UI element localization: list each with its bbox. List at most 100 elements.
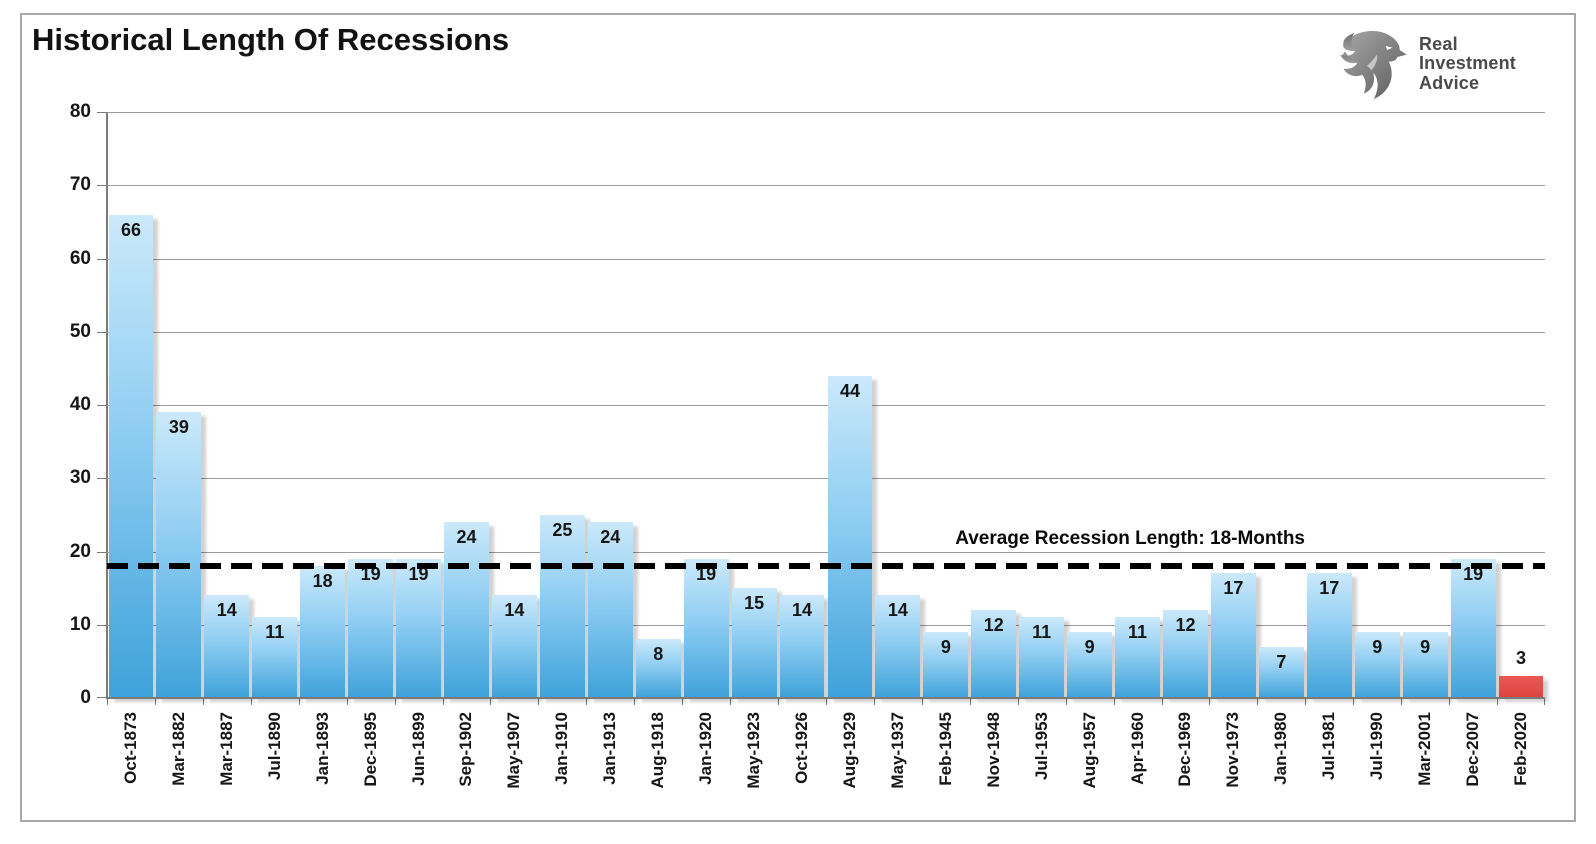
bar bbox=[923, 632, 969, 698]
x-axis-tick bbox=[1401, 698, 1403, 705]
bar-slot: 44 bbox=[826, 112, 874, 698]
y-gridline bbox=[107, 551, 1545, 553]
bar-slot: 25 bbox=[538, 112, 586, 698]
x-tick-label-text: Apr-1960 bbox=[1127, 712, 1147, 785]
bar bbox=[1258, 646, 1304, 698]
x-tick-label: Jun-1899 bbox=[395, 712, 443, 820]
bar bbox=[827, 375, 873, 698]
x-tick-label-text: Jan-1910 bbox=[552, 712, 572, 785]
bar-value-label: 14 bbox=[887, 600, 908, 621]
bar-slot: 24 bbox=[586, 112, 634, 698]
bar-value-label: 9 bbox=[1420, 637, 1431, 658]
x-tick-label: Mar-1887 bbox=[203, 712, 251, 820]
x-tick-label-text: Jan-1913 bbox=[600, 712, 620, 785]
bar bbox=[635, 639, 681, 698]
x-tick-label: Jan-1913 bbox=[586, 712, 634, 820]
bar bbox=[491, 595, 537, 698]
bar bbox=[971, 610, 1017, 698]
y-tick-label: 60 bbox=[69, 247, 91, 269]
x-tick-label-text: Jan-1893 bbox=[312, 712, 332, 785]
bar bbox=[539, 514, 585, 698]
x-tick-label: Apr-1960 bbox=[1114, 712, 1162, 820]
bar bbox=[1067, 632, 1113, 698]
bar bbox=[1019, 617, 1065, 698]
x-tick-label: Feb-1945 bbox=[922, 712, 970, 820]
x-tick-label: Jan-1893 bbox=[299, 712, 347, 820]
bar-value-label: 8 bbox=[653, 644, 664, 665]
x-tick-label-text: Dec-1895 bbox=[360, 712, 380, 787]
x-tick-label-text: Oct-1873 bbox=[120, 712, 140, 784]
bar bbox=[108, 214, 154, 698]
x-tick-label: Nov-1948 bbox=[970, 712, 1018, 820]
x-tick-label-text: Feb-2020 bbox=[1511, 712, 1531, 786]
x-tick-label: Jan-1910 bbox=[538, 712, 586, 820]
y-axis-tick bbox=[97, 258, 107, 260]
x-axis-tick bbox=[1544, 698, 1545, 705]
x-tick-label-text: Jan-1920 bbox=[696, 712, 716, 785]
y-axis-tick bbox=[97, 331, 107, 333]
bar-value-label: 7 bbox=[1276, 651, 1287, 672]
x-axis-tick bbox=[586, 698, 588, 705]
bar bbox=[1210, 573, 1256, 698]
x-axis-tick bbox=[1353, 698, 1355, 705]
average-line-label: Average Recession Length: 18-Months bbox=[955, 527, 1305, 549]
bar bbox=[731, 588, 777, 698]
x-tick-label-text: Jul-1981 bbox=[1319, 712, 1339, 781]
y-axis-tick bbox=[97, 697, 107, 698]
bar-slot: 12 bbox=[1162, 112, 1210, 698]
x-tick-label-text: Sep-1902 bbox=[456, 712, 476, 787]
x-axis-tick bbox=[298, 698, 300, 705]
x-tick-label: Sep-1902 bbox=[443, 712, 491, 820]
bar-value-label: 9 bbox=[940, 637, 951, 658]
x-tick-label-text: Aug-1918 bbox=[648, 712, 668, 789]
x-axis-tick bbox=[969, 698, 971, 705]
bar-slot: 17 bbox=[1305, 112, 1353, 698]
x-axis-tick bbox=[778, 698, 780, 705]
bar-slot: 24 bbox=[443, 112, 491, 698]
x-tick-label: May-1937 bbox=[874, 712, 922, 820]
x-axis-tick bbox=[1257, 698, 1259, 705]
bar-slot: 18 bbox=[299, 112, 347, 698]
x-axis-tick bbox=[394, 698, 396, 705]
x-tick-label-text: Jul-1890 bbox=[264, 712, 284, 781]
bar-value-label: 11 bbox=[265, 622, 285, 643]
bar-slot: 11 bbox=[251, 112, 299, 698]
bar-value-label: 25 bbox=[552, 519, 573, 540]
bar-slot: 15 bbox=[730, 112, 778, 698]
x-tick-label: Oct-1873 bbox=[107, 712, 155, 820]
x-tick-label: Aug-1918 bbox=[634, 712, 682, 820]
bar-value-label: 9 bbox=[1372, 637, 1383, 658]
y-tick-label: 40 bbox=[69, 394, 91, 415]
bar-value-label: 12 bbox=[983, 615, 1004, 636]
bar-slot: 19 bbox=[347, 112, 395, 698]
y-gridline bbox=[107, 258, 1545, 260]
bar-slot: 14 bbox=[203, 112, 251, 698]
bar bbox=[587, 522, 633, 698]
y-tick-label: 80 bbox=[69, 101, 91, 122]
x-tick-label: Dec-1895 bbox=[347, 712, 395, 820]
bar-slot: 9 bbox=[1401, 112, 1449, 698]
bar-value-label: 44 bbox=[839, 380, 860, 401]
x-axis-tick bbox=[250, 698, 252, 705]
x-tick-label-text: Nov-1948 bbox=[983, 712, 1003, 788]
x-axis-tick bbox=[1161, 698, 1163, 705]
x-axis-tick bbox=[442, 698, 444, 705]
bar-value-label: 11 bbox=[1128, 622, 1148, 643]
x-tick-label: Jan-1920 bbox=[682, 712, 730, 820]
x-tick-label: Jul-1981 bbox=[1305, 712, 1353, 820]
bar bbox=[1450, 558, 1496, 698]
y-axis-tick bbox=[97, 478, 107, 480]
x-tick-label-text: May-1907 bbox=[504, 712, 524, 789]
x-tick-label: Jan-1980 bbox=[1257, 712, 1305, 820]
y-axis-tick bbox=[97, 551, 107, 553]
y-gridline bbox=[107, 331, 1545, 333]
x-tick-label: Mar-1882 bbox=[155, 712, 203, 820]
bar-slot: 14 bbox=[490, 112, 538, 698]
eagle-icon bbox=[1340, 30, 1407, 100]
bar-slot: 39 bbox=[155, 112, 203, 698]
bar-slot: 19 bbox=[682, 112, 730, 698]
y-axis-tick bbox=[97, 405, 107, 406]
y-axis-tick bbox=[97, 185, 107, 187]
x-axis-tick bbox=[1113, 698, 1115, 705]
y-tick-label: 10 bbox=[69, 613, 91, 635]
